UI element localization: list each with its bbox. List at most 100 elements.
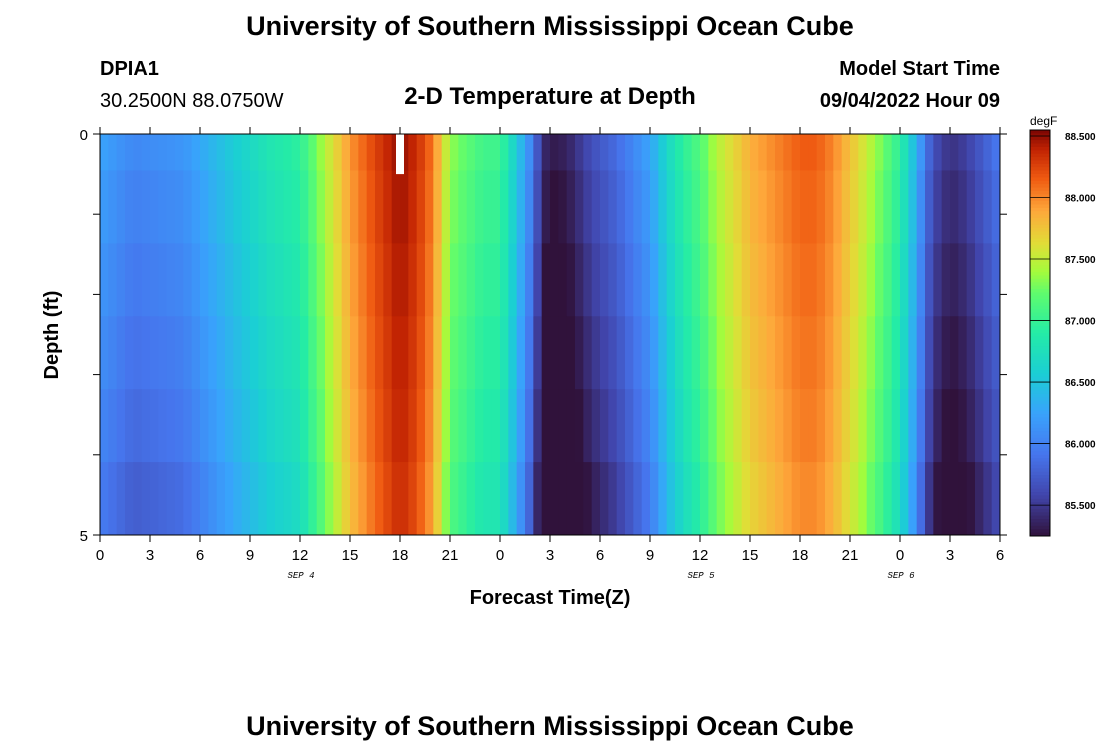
heatmap-cell xyxy=(183,243,193,317)
heatmap-cell xyxy=(700,243,709,317)
heatmap-cell xyxy=(616,389,626,463)
heatmap-cell xyxy=(741,243,751,317)
heatmap-cell xyxy=(508,462,518,536)
heatmap-cell xyxy=(500,462,509,536)
heatmap-cell xyxy=(516,243,526,317)
heatmap-cell xyxy=(891,389,901,463)
colorbar-segment xyxy=(1030,173,1050,178)
heatmap-cell xyxy=(191,170,201,244)
heatmap-cell xyxy=(683,462,693,536)
heatmap-cell xyxy=(633,389,643,463)
heatmap-cell xyxy=(875,243,884,317)
heatmap-cell xyxy=(233,389,243,463)
colorbar-segment xyxy=(1030,393,1050,398)
heatmap-cell xyxy=(183,462,193,536)
heatmap-cell xyxy=(991,170,1001,244)
heatmap-cell xyxy=(433,243,443,317)
colorbar-segment xyxy=(1030,289,1050,293)
heatmap-cell xyxy=(875,462,884,536)
heatmap-cell xyxy=(183,170,193,244)
heatmap-cell xyxy=(808,316,818,390)
heatmap-cell xyxy=(925,389,934,463)
heatmap-cell xyxy=(333,389,343,463)
heatmap-cell xyxy=(283,462,293,536)
colorbar-segment xyxy=(1030,437,1050,442)
heatmap-cell xyxy=(641,462,651,536)
heatmap-cell xyxy=(816,316,826,390)
heatmap-cell xyxy=(225,243,234,317)
heatmap-cell xyxy=(675,389,684,463)
heatmap-cell xyxy=(716,243,726,317)
heatmap-cell xyxy=(133,134,143,171)
heatmap-cell xyxy=(516,134,526,171)
heatmap-cell xyxy=(341,134,351,171)
heatmap-cell xyxy=(633,316,643,390)
heatmap-cell xyxy=(541,316,551,390)
heatmap-cell xyxy=(116,389,126,463)
colorbar-segment xyxy=(1030,444,1050,449)
x-tick-label: 6 xyxy=(996,547,1004,564)
x-tick-label: 6 xyxy=(196,547,204,564)
heatmap-cell xyxy=(725,134,734,171)
heatmap-cell xyxy=(866,316,876,390)
heatmap-cell xyxy=(825,316,834,390)
heatmap-cell xyxy=(933,389,943,463)
heatmap-cell xyxy=(816,389,826,463)
heatmap-cell xyxy=(800,170,809,244)
heatmap-cell xyxy=(200,134,209,171)
x-tick-label: 18 xyxy=(392,547,409,564)
heatmap-cell xyxy=(166,316,176,390)
heatmap-cell xyxy=(533,243,543,317)
heatmap-cell xyxy=(208,243,218,317)
heatmap-cell xyxy=(508,170,518,244)
heatmap-cell xyxy=(775,316,784,390)
heatmap-cell xyxy=(341,316,351,390)
heatmap-cell xyxy=(141,134,151,171)
heatmap-cell xyxy=(216,316,226,390)
heatmap-cell xyxy=(450,462,459,536)
colorbar-segment xyxy=(1030,532,1050,537)
heatmap-cell xyxy=(625,316,634,390)
heatmap-cell xyxy=(875,134,884,171)
heatmap-cell xyxy=(825,462,834,536)
heatmap-cell xyxy=(908,389,918,463)
colorbar-segment xyxy=(1030,529,1050,534)
heatmap-cell xyxy=(733,389,743,463)
heatmap-cell xyxy=(983,389,993,463)
heatmap-cell xyxy=(416,389,426,463)
heatmap-cell xyxy=(791,134,801,171)
colorbar: 88.500 88.000 87.500 87.000 86.500 86.000 85.5… xyxy=(1029,129,1096,537)
heatmap-cell xyxy=(166,389,176,463)
heatmap-cell xyxy=(383,243,393,317)
heatmap-cell xyxy=(325,134,334,171)
heatmap-cell xyxy=(375,134,384,171)
heatmap-cell xyxy=(125,134,134,171)
colorbar-segment xyxy=(1030,522,1050,527)
heatmap-cell xyxy=(716,134,726,171)
heatmap-cell xyxy=(125,243,134,317)
heatmap-cell xyxy=(350,243,359,317)
heatmap-cell xyxy=(441,316,451,390)
x-tick-label: 3 xyxy=(146,547,154,564)
heatmap-cell xyxy=(958,134,968,171)
colorbar-segment xyxy=(1030,512,1050,517)
heatmap-cell xyxy=(441,243,451,317)
heatmap-cell xyxy=(300,243,309,317)
heatmap-cell xyxy=(766,243,776,317)
heatmap-cell xyxy=(883,316,893,390)
heatmap-cell xyxy=(416,134,426,171)
x-tick-label: 6 xyxy=(596,547,604,564)
heatmap-cell xyxy=(783,389,793,463)
heatmap-cell xyxy=(291,389,301,463)
heatmap-cell xyxy=(608,462,618,536)
colorbar-segment xyxy=(1030,498,1050,503)
colorbar-segment xyxy=(1030,492,1050,496)
colorbar-segment xyxy=(1030,177,1050,182)
colorbar-segment xyxy=(1030,295,1050,300)
heatmap-cell xyxy=(183,134,193,171)
heatmap-cell xyxy=(733,170,743,244)
heatmap-cell xyxy=(966,389,976,463)
heatmap-cell xyxy=(375,462,384,536)
heatmap-cell xyxy=(591,134,601,171)
heatmap-cell xyxy=(458,462,468,536)
